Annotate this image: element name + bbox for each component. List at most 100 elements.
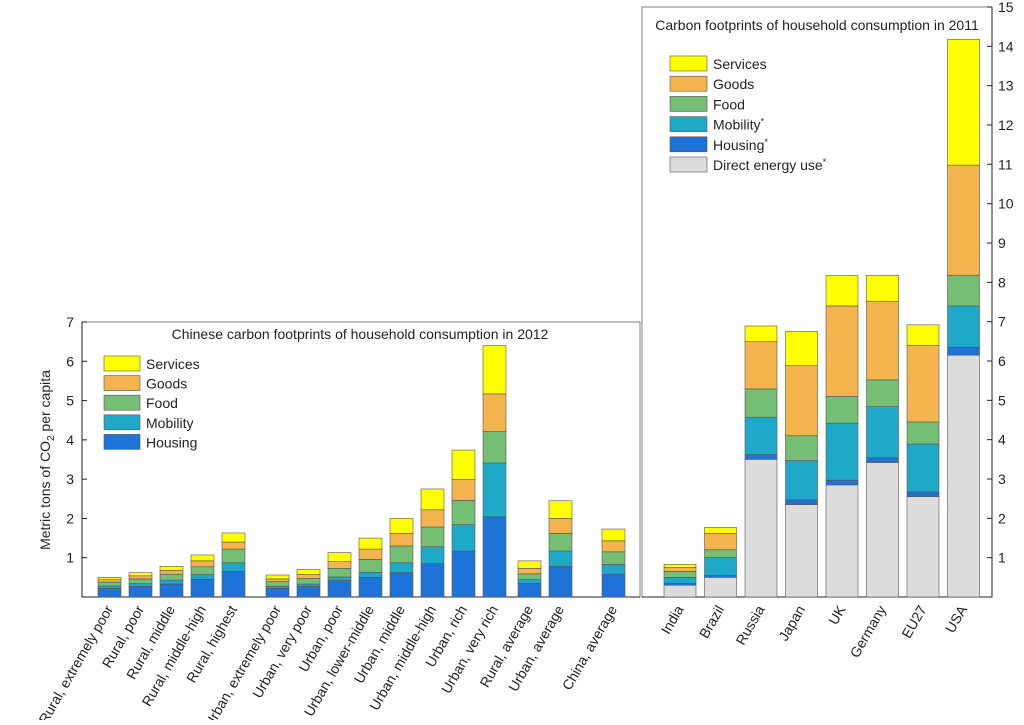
bar-segment-food bbox=[420, 526, 445, 548]
bar-rural-middle-high bbox=[190, 554, 215, 598]
bar-segment-food bbox=[190, 566, 215, 575]
bar-segment-goods bbox=[221, 541, 246, 550]
left-y-tick-label: 4 bbox=[66, 432, 74, 448]
bar-segment-mobility bbox=[704, 557, 737, 576]
left-y-tick-label: 6 bbox=[66, 353, 74, 369]
right-y-tick-label: 11 bbox=[998, 156, 1013, 172]
bar-eu27 bbox=[906, 324, 940, 598]
bar-segment-services bbox=[548, 500, 573, 519]
bar-segment-housing bbox=[296, 586, 321, 598]
bar-segment-goods bbox=[663, 567, 697, 572]
legend-swatch-goods bbox=[103, 375, 141, 391]
bar-segment-mobility bbox=[482, 462, 507, 518]
bar-segment-housing bbox=[906, 491, 940, 498]
bar-segment-food bbox=[866, 379, 899, 407]
bar-segment-mobility bbox=[601, 564, 626, 575]
bar-segment-goods bbox=[548, 518, 573, 534]
bar-segment-mobility bbox=[128, 583, 153, 587]
bar-segment-food bbox=[451, 500, 476, 526]
bar-urban-middle bbox=[389, 518, 414, 598]
bar-segment-housing bbox=[97, 588, 122, 598]
legend-label-housing: Housing bbox=[146, 434, 197, 450]
x-tick-label-germany: Germany bbox=[846, 603, 889, 661]
bar-segment-goods bbox=[866, 300, 899, 381]
left-y-tick-label: 7 bbox=[66, 314, 74, 330]
bar-segment-mobility bbox=[97, 585, 122, 589]
legend-label-food: Food bbox=[146, 395, 178, 411]
right-y-tick-label: 15 bbox=[998, 0, 1014, 15]
bar-segment-mobility bbox=[548, 550, 573, 567]
bar-segment-services bbox=[601, 528, 626, 542]
bar-usa bbox=[947, 38, 980, 598]
bar-segment-goods bbox=[451, 479, 476, 501]
left-legend: Services Goods Food Mobility Housing bbox=[103, 355, 200, 450]
bar-russia bbox=[744, 325, 778, 598]
bar-urban-poor bbox=[327, 552, 352, 598]
bar-segment-food bbox=[517, 573, 542, 581]
bar-segment-direct-energy-use bbox=[704, 577, 737, 598]
bar-segment-mobility bbox=[825, 422, 859, 481]
bar-segment-food bbox=[358, 558, 383, 573]
bar-segment-housing bbox=[866, 457, 899, 463]
left-y-tick-label: 3 bbox=[66, 471, 74, 487]
bar-segment-goods bbox=[296, 574, 321, 579]
legend-label-mobility: Mobility* bbox=[713, 117, 764, 133]
bar-urban-average bbox=[548, 500, 573, 598]
bar-segment-food bbox=[947, 274, 980, 307]
bar-segment-goods bbox=[744, 341, 778, 390]
bar-segment-housing bbox=[265, 588, 290, 598]
bar-urban-rich bbox=[451, 449, 476, 598]
bar-rural-extremely-poor bbox=[97, 577, 122, 598]
bar-segment-goods bbox=[358, 548, 383, 560]
bar-segment-mobility bbox=[866, 406, 899, 459]
bar-segment-services bbox=[785, 331, 818, 367]
bar-segment-goods bbox=[785, 365, 818, 437]
x-tick-label-japan: Japan bbox=[775, 603, 808, 644]
bar-segment-food bbox=[482, 431, 507, 464]
bar-uk bbox=[825, 275, 859, 598]
bar-urban-middle-high bbox=[420, 488, 445, 598]
bar-segment-goods bbox=[128, 575, 153, 580]
legend-swatch-services bbox=[103, 355, 141, 372]
bar-segment-food bbox=[906, 421, 940, 445]
bar-segment-services bbox=[159, 566, 184, 571]
bar-segment-housing bbox=[548, 566, 573, 598]
bar-segment-goods bbox=[420, 509, 445, 528]
bar-segment-services bbox=[296, 569, 321, 575]
bar-segment-mobility bbox=[785, 460, 818, 501]
bar-urban-very-poor bbox=[296, 569, 321, 598]
bar-urban-extremely-poor bbox=[265, 574, 290, 598]
bar-rural-highest bbox=[221, 532, 246, 598]
right-y-tick-label: 7 bbox=[998, 314, 1006, 330]
bar-segment-goods bbox=[265, 578, 290, 582]
bar-segment-goods bbox=[825, 305, 859, 397]
bar-segment-food bbox=[704, 549, 737, 558]
x-tick-label-china-average: China, average bbox=[559, 602, 620, 692]
bar-segment-food bbox=[159, 573, 184, 581]
bar-rural-poor bbox=[128, 572, 153, 598]
bar-segment-services bbox=[420, 488, 445, 511]
bar-segment-mobility bbox=[906, 443, 940, 493]
bar-urban-lower-middle bbox=[358, 537, 383, 598]
right-y-tick-label: 4 bbox=[998, 432, 1006, 448]
legend-label-housing: Housing* bbox=[713, 137, 768, 153]
bar-segment-goods bbox=[159, 569, 184, 575]
bar-segment-mobility bbox=[296, 583, 321, 587]
bar-segment-services bbox=[663, 564, 697, 568]
legend-swatch-direct-energy-use bbox=[669, 156, 708, 173]
bar-segment-housing bbox=[358, 577, 383, 598]
bar-segment-housing bbox=[159, 583, 184, 598]
bar-rural-middle bbox=[159, 566, 184, 598]
bar-segment-food bbox=[265, 581, 290, 587]
bar-segment-goods bbox=[327, 561, 352, 569]
bar-segment-goods bbox=[517, 568, 542, 575]
bar-segment-housing bbox=[420, 563, 445, 598]
bar-segment-food bbox=[327, 568, 352, 578]
right-y-tick-label: 6 bbox=[998, 353, 1006, 369]
legend-label-direct-energy-use: Direct energy use* bbox=[713, 157, 827, 173]
bar-segment-housing bbox=[825, 479, 859, 486]
bar-segment-services bbox=[358, 537, 383, 550]
bar-segment-services bbox=[517, 560, 542, 569]
bar-segment-food bbox=[296, 578, 321, 585]
